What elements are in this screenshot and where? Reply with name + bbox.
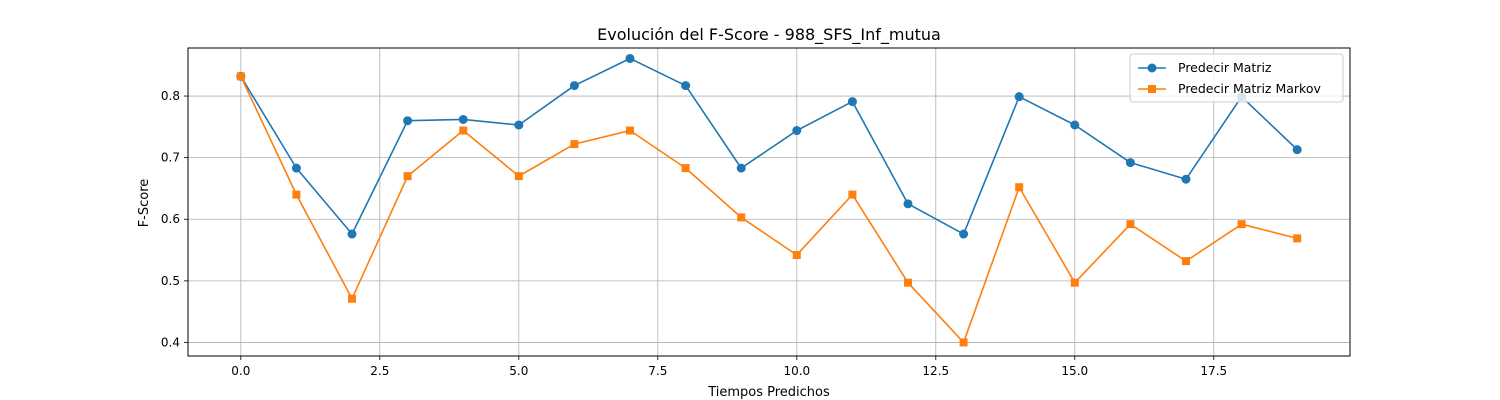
- data-point-predecir-matriz-markov: [292, 190, 301, 199]
- data-point-predecir-matriz-markov: [403, 172, 412, 181]
- data-point-predecir-matriz: [514, 120, 524, 130]
- data-point-predecir-matriz: [1014, 92, 1024, 102]
- data-point-predecir-matriz: [1070, 120, 1080, 130]
- data-point-predecir-matriz: [569, 81, 579, 91]
- y-tick-label: 0.8: [161, 89, 180, 103]
- data-point-predecir-matriz-markov: [459, 126, 468, 135]
- legend-box: [1129, 53, 1344, 103]
- x-tick-label: 7.5: [648, 364, 667, 378]
- data-point-predecir-matriz: [403, 116, 413, 126]
- data-point-predecir-matriz: [736, 163, 746, 173]
- ticks: 0.0 2.5 5.0 7.5 10.0 12.5 15.0 17.5 0.4 0.5 0.6 0.7…: [161, 89, 1227, 378]
- plot-frame: [187, 47, 1351, 357]
- y-tick-label: 0.7: [161, 151, 180, 165]
- data-point-predecir-matriz-markov: [792, 250, 801, 259]
- y-axis-label: F-Score: [137, 179, 152, 228]
- data-point-predecir-matriz: [347, 229, 357, 239]
- data-point-predecir-matriz: [458, 114, 468, 124]
- data-point-predecir-matriz: [625, 53, 635, 63]
- x-tick-label: 12.5: [922, 364, 949, 378]
- y-tick-label: 0.6: [161, 212, 180, 226]
- series-line-predecir-matriz: [240, 57, 1298, 235]
- data-point-predecir-matriz-markov: [348, 294, 357, 303]
- y-tick-label: 0.5: [161, 274, 180, 288]
- data-point-predecir-matriz-markov: [626, 126, 635, 135]
- grid: [188, 48, 1350, 356]
- data-point-predecir-matriz: [291, 163, 301, 173]
- series-line-predecir-matriz-markov: [240, 75, 1298, 344]
- x-tick-label: 10.0: [783, 364, 810, 378]
- data-point-predecir-matriz: [903, 199, 913, 209]
- x-tick-label: 5.0: [509, 364, 528, 378]
- data-point-predecir-matriz: [847, 97, 857, 107]
- data-point-predecir-matriz: [1181, 174, 1191, 184]
- data-point-predecir-matriz: [792, 126, 802, 136]
- data-point-predecir-matriz: [681, 81, 691, 91]
- data-point-predecir-matriz: [1292, 145, 1302, 155]
- data-point-predecir-matriz-markov: [903, 278, 912, 287]
- x-tick-label: 2.5: [370, 364, 389, 378]
- data-point-predecir-matriz-markov: [1181, 257, 1190, 266]
- data-point-predecir-matriz-markov: [1237, 220, 1246, 229]
- legend-marker-predecir-matriz-markov: [1148, 85, 1156, 93]
- data-point-predecir-matriz-markov: [514, 172, 523, 181]
- x-tick-label: 17.5: [1200, 364, 1227, 378]
- data-point-predecir-matriz: [959, 229, 969, 239]
- series-layer: [236, 53, 1302, 347]
- data-point-predecir-matriz-markov: [570, 140, 579, 149]
- y-tick-label: 0.4: [161, 335, 180, 349]
- data-point-predecir-matriz-markov: [1070, 278, 1079, 287]
- data-point-predecir-matriz-markov: [236, 72, 245, 81]
- data-point-predecir-matriz-markov: [1015, 183, 1024, 192]
- data-point-predecir-matriz-markov: [1293, 234, 1302, 243]
- x-tick-label: 0.0: [231, 364, 250, 378]
- data-point-predecir-matriz-markov: [1126, 220, 1135, 229]
- data-point-predecir-matriz-markov: [959, 338, 968, 347]
- legend-label-predecir-matriz-markov: Predecir Matriz Markov: [1178, 81, 1321, 96]
- x-axis-label: Tiempos Predichos: [707, 385, 830, 400]
- x-tick-label: 15.0: [1061, 364, 1088, 378]
- series-predecir-matriz-markov: [236, 72, 1302, 347]
- chart-title: Evolución del F-Score - 988_SFS_Inf_mutu…: [597, 25, 941, 45]
- legend-marker-predecir-matriz: [1147, 63, 1157, 73]
- data-point-predecir-matriz: [1125, 158, 1135, 168]
- data-point-predecir-matriz-markov: [848, 190, 857, 199]
- legend-label-predecir-matriz: Predecir Matriz: [1178, 60, 1272, 75]
- data-point-predecir-matriz-markov: [681, 164, 690, 173]
- legend: Predecir Matriz Predecir Matriz Markov: [1129, 53, 1344, 103]
- data-point-predecir-matriz-markov: [737, 213, 746, 222]
